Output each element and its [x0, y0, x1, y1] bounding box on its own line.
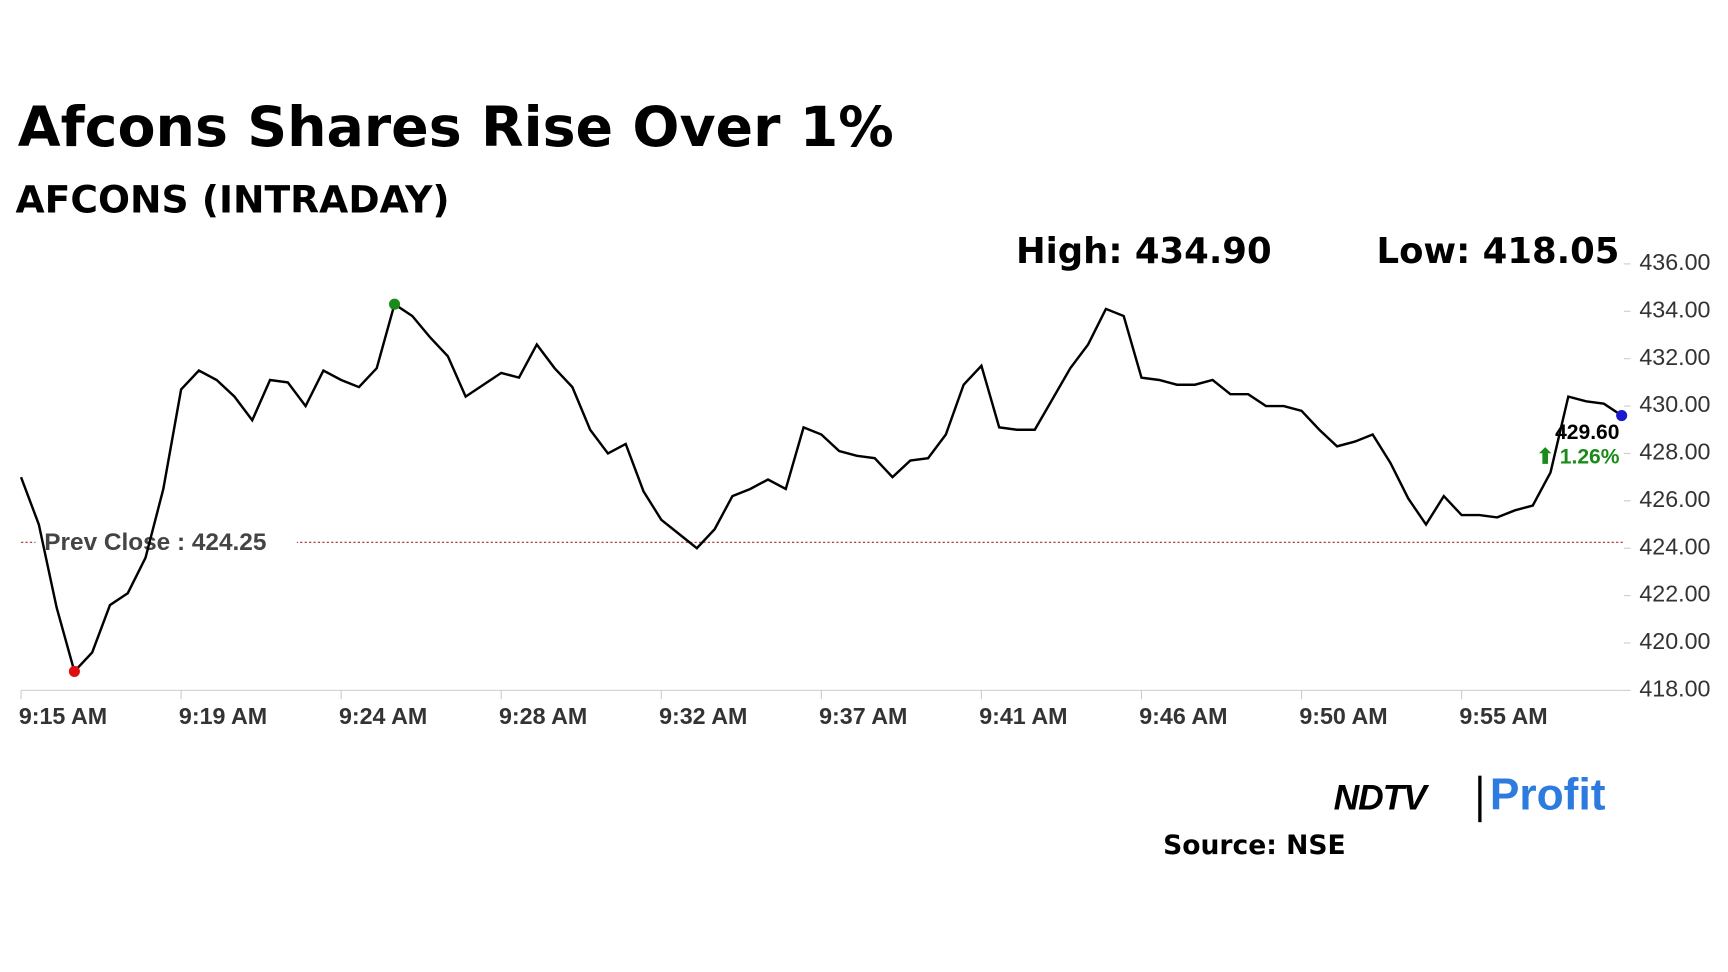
y-tick-label: 436.00	[1639, 249, 1710, 275]
y-tick-label: 422.00	[1639, 581, 1710, 607]
prev-close-label: Prev Close : 424.25	[44, 529, 266, 556]
chart-title: Afcons Shares Rise Over 1%	[18, 96, 894, 160]
chart-subtitle: AFCONS (INTRADAY)	[16, 177, 450, 221]
y-tick-label: 420.00	[1639, 628, 1710, 654]
prev-close-bg	[35, 526, 297, 558]
x-tick-label: 9:28 AM	[499, 703, 587, 729]
change-label: ⬆ 1.26%	[1536, 445, 1619, 468]
price-line	[19, 302, 1623, 674]
x-tick-label: 9:55 AM	[1459, 703, 1547, 729]
high-marker	[388, 298, 401, 310]
x-tick-label: 9:50 AM	[1299, 703, 1387, 729]
y-tick-label: 430.00	[1639, 391, 1710, 417]
logo-ndtv: NDTV	[1334, 777, 1431, 817]
x-tick-label: 9:24 AM	[339, 703, 427, 729]
y-tick-label: 434.00	[1639, 296, 1710, 322]
logo-profit: Profit	[1490, 771, 1606, 820]
x-tick-label: 9:37 AM	[819, 703, 907, 729]
x-tick-label: 9:19 AM	[179, 703, 267, 729]
x-tick-label: 9:15 AM	[19, 703, 107, 729]
x-tick-label: 9:46 AM	[1139, 703, 1227, 729]
low-label: Low: 418.05	[1377, 231, 1620, 272]
y-tick-label: 428.00	[1639, 439, 1710, 465]
y-tick-label: 418.00	[1639, 676, 1710, 702]
low-marker	[68, 665, 80, 677]
x-tick-label: 9:41 AM	[979, 703, 1067, 729]
source: Source: NSE	[1163, 830, 1346, 861]
high-label: High: 434.90	[1016, 231, 1272, 272]
x-tick-label: 9:32 AM	[659, 703, 747, 729]
y-tick-label: 424.00	[1639, 533, 1710, 559]
y-tick-label: 432.00	[1639, 344, 1710, 370]
last-marker	[1616, 410, 1628, 422]
last-value: 429.60	[1555, 421, 1619, 444]
y-tick-label: 426.00	[1639, 486, 1710, 512]
